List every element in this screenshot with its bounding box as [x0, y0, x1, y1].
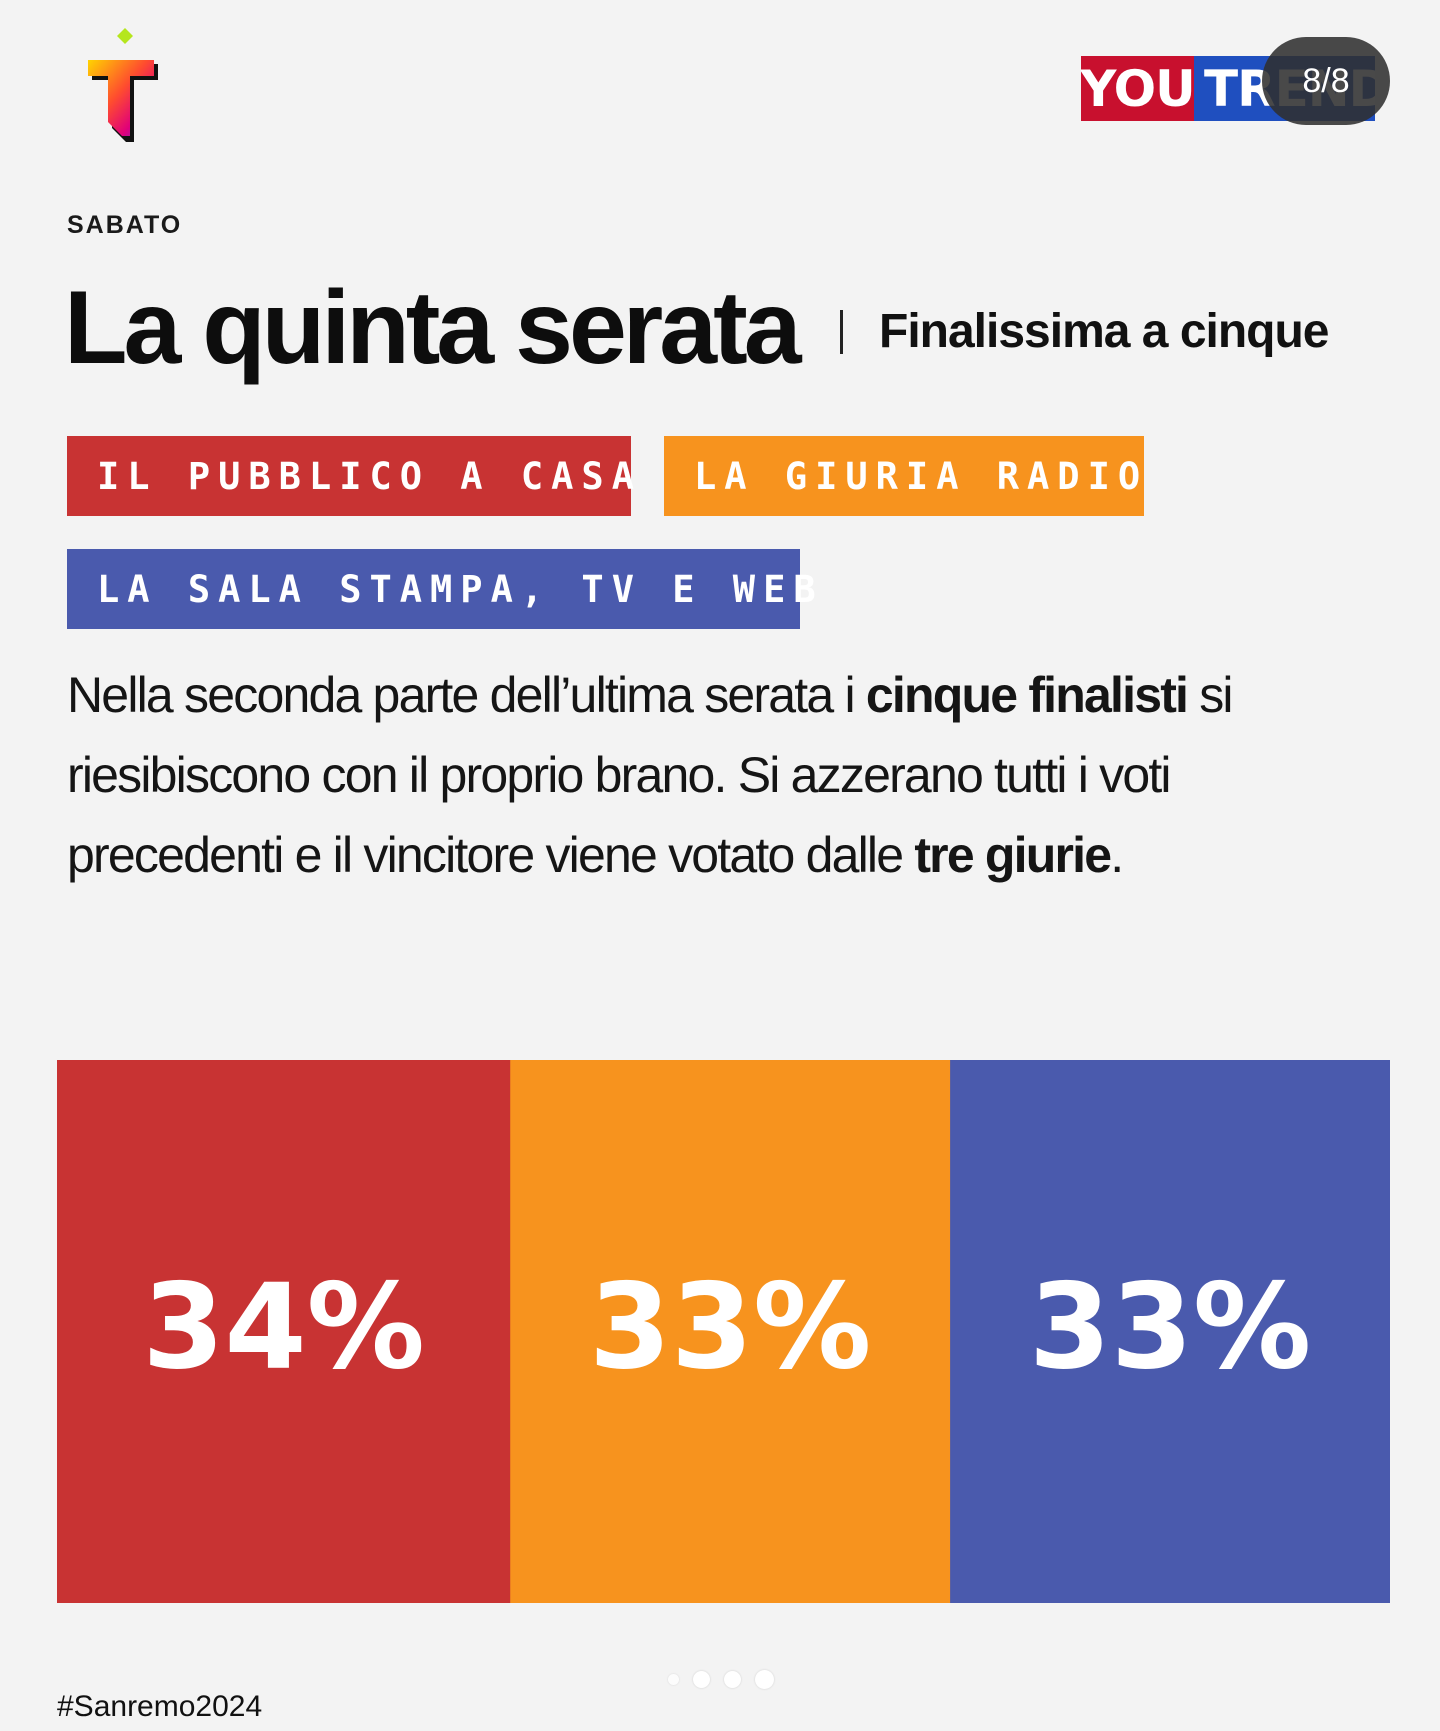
tag-pubblico: IL PUBBLICO A CASA	[67, 436, 634, 516]
tag-sala-stampa: LA SALA STAMPA, TV E WEB	[67, 549, 816, 629]
brand-you: YOU	[1081, 56, 1196, 121]
pager-dot[interactable]	[693, 1671, 710, 1688]
pager-dot[interactable]	[668, 1674, 679, 1685]
pager-dot-active[interactable]	[755, 1670, 774, 1689]
description-bold-1: cinque finalisti	[865, 667, 1189, 723]
vote-share-svg: 34% 33% 33%	[57, 1060, 1390, 1603]
bar-segment-2	[510, 1060, 951, 1603]
description-text-2: si riesibiscono con il proprio brano. Si…	[67, 667, 1234, 883]
bar-label-3: 33%	[1029, 1258, 1311, 1396]
pager-dot[interactable]	[724, 1671, 741, 1688]
bar-segment-1	[57, 1060, 511, 1603]
description: Nella seconda parte dell’ultima serata i…	[67, 655, 1367, 895]
eyebrow-label: SABATO	[67, 211, 183, 239]
title-divider	[840, 310, 843, 354]
hashtag: #Sanremo2024	[57, 1690, 263, 1723]
description-text-3: .	[1110, 827, 1124, 883]
page-counter: 8/8	[1262, 37, 1390, 125]
bar-label-1: 34%	[142, 1258, 424, 1396]
page-subtitle: Finalissima a cinque	[879, 305, 1329, 358]
bar-segment-3	[950, 1060, 1390, 1603]
logo-icon	[88, 28, 158, 142]
description-bold-2: tre giurie	[914, 827, 1112, 883]
vote-share-chart: 34% 33% 33%	[57, 1060, 1390, 1603]
tag-giuria-radio: LA GIURIA RADIO	[664, 436, 1144, 516]
bar-label-2: 33%	[589, 1258, 871, 1396]
pager	[668, 1670, 774, 1689]
page-title: La quinta serata	[64, 270, 802, 386]
description-text-1: Nella seconda parte dell’ultima serata i	[67, 667, 866, 723]
